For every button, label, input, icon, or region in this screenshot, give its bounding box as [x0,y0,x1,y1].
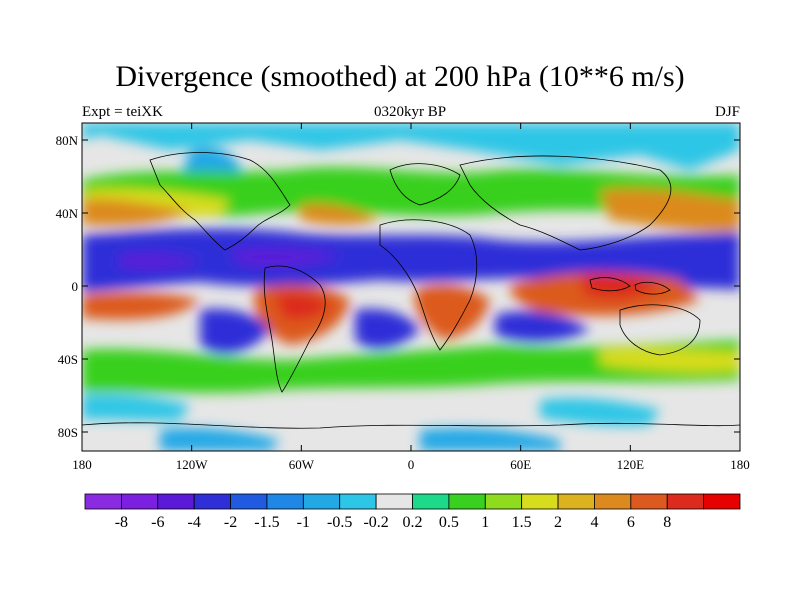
south-subtropic-convergence-indian [495,310,590,342]
colorbar-label: 1 [481,514,489,531]
south-subtropic-convergence-pacific [200,308,270,354]
x-tick-label: 120W [176,457,209,472]
colorbar-swatch [84,493,122,510]
tropical-divergence-americas-core [275,293,330,320]
colorbar-label: -2 [224,514,237,531]
map-ticks: 80N 40N 0 40S 80S 180 120W 60W 0 60E 120E 180 [56,123,750,472]
colorbar: -8 -6 -4 -2 -1.5 -1 -0.5 -0.2 0.2 0.5 1 1.5 2 4 6 8 [84,493,741,531]
colorbar-swatch [412,493,450,510]
colorbar-swatch [703,493,741,510]
colorbar-label: -0.5 [327,514,352,531]
x-tick-label: 120E [617,457,645,472]
colorbar-swatch [630,493,668,510]
colorbar-swatch [448,493,486,510]
y-tick-label: 0 [72,279,79,294]
south-midlat-green [82,340,740,393]
colorbar-label: 4 [590,514,598,531]
arctic-convergence [82,123,740,170]
x-tick-label: 60E [510,457,531,472]
colorbar-label: -1.5 [254,514,279,531]
itcz-core-east [120,252,200,270]
coastlines [82,152,740,429]
colorbar-swatch [302,493,341,510]
coast-south-america [263,265,326,393]
coast-asia [459,155,672,251]
coast-antarctica [82,422,740,429]
coast-europe [389,163,461,206]
south-subtropic-convergence-atlantic [355,308,420,349]
colorbar-label: 8 [663,514,671,531]
x-tick-label: 180 [730,457,750,472]
antarctic-convergence-south-east [420,428,560,451]
antarctic-convergence-west [82,394,190,421]
colorbar-label: 6 [627,514,635,531]
coast-australia [619,304,701,356]
coast-indonesia [589,277,671,295]
season-label: DJF [714,104,740,120]
colorbar-swatch [230,493,268,510]
colorbar-swatch [666,493,705,510]
antarctic-convergence-south [160,428,280,451]
x-tick-label: 0 [408,457,415,472]
colorbar-swatch [594,493,632,510]
x-tick-label: 180 [72,457,92,472]
period-label: 0320kyr BP [373,104,447,120]
colorbar-swatch [484,493,523,510]
colorbar-label: -4 [188,514,201,531]
colorbar-swatch [339,493,377,510]
map-title: Divergence (smoothed) at 200 hPa (10**6 … [115,60,685,93]
x-tick-label: 60W [289,457,315,472]
colorbar-swatch [193,493,231,510]
south-midlat-yellow [600,347,740,373]
colorbar-label: -8 [115,514,128,531]
y-tick-label: 40S [58,352,78,367]
north-midlat-orange-east [600,188,740,232]
tropical-divergence-indonesia-core [580,273,660,299]
coast-north-america [149,152,291,251]
colorbar-swatch [266,493,304,510]
colorbar-swatch [521,493,559,510]
north-midlat-orange-atlantic [300,203,380,225]
colorbar-label: 0.5 [439,514,459,531]
divergence-field [82,123,740,451]
north-midlat-green [82,167,740,217]
experiment-label: Expt = teiXK [82,104,163,120]
colorbar-swatch [157,493,195,510]
north-midlat-orange-west [82,198,190,227]
colorbar-label: 1.5 [512,514,532,531]
colorbar-label: 0.2 [403,514,423,531]
colorbar-label: -1 [297,514,310,531]
colorbar-label: -6 [151,514,164,531]
colorbar-swatch [375,493,413,510]
itcz-core [230,247,340,267]
coast-africa [379,219,478,351]
colorbar-swatch [120,493,159,510]
y-tick-label: 40N [56,206,79,221]
y-tick-label: 80N [56,133,79,148]
y-tick-label: 80S [58,425,78,440]
colorbar-label: 2 [554,514,562,531]
antarctic-convergence-east [540,398,660,426]
colorbar-swatch [557,493,595,510]
tropical-divergence-africa [414,284,490,340]
colorbar-label: -0.2 [363,514,388,531]
tropical-divergence-westpac [82,292,200,320]
